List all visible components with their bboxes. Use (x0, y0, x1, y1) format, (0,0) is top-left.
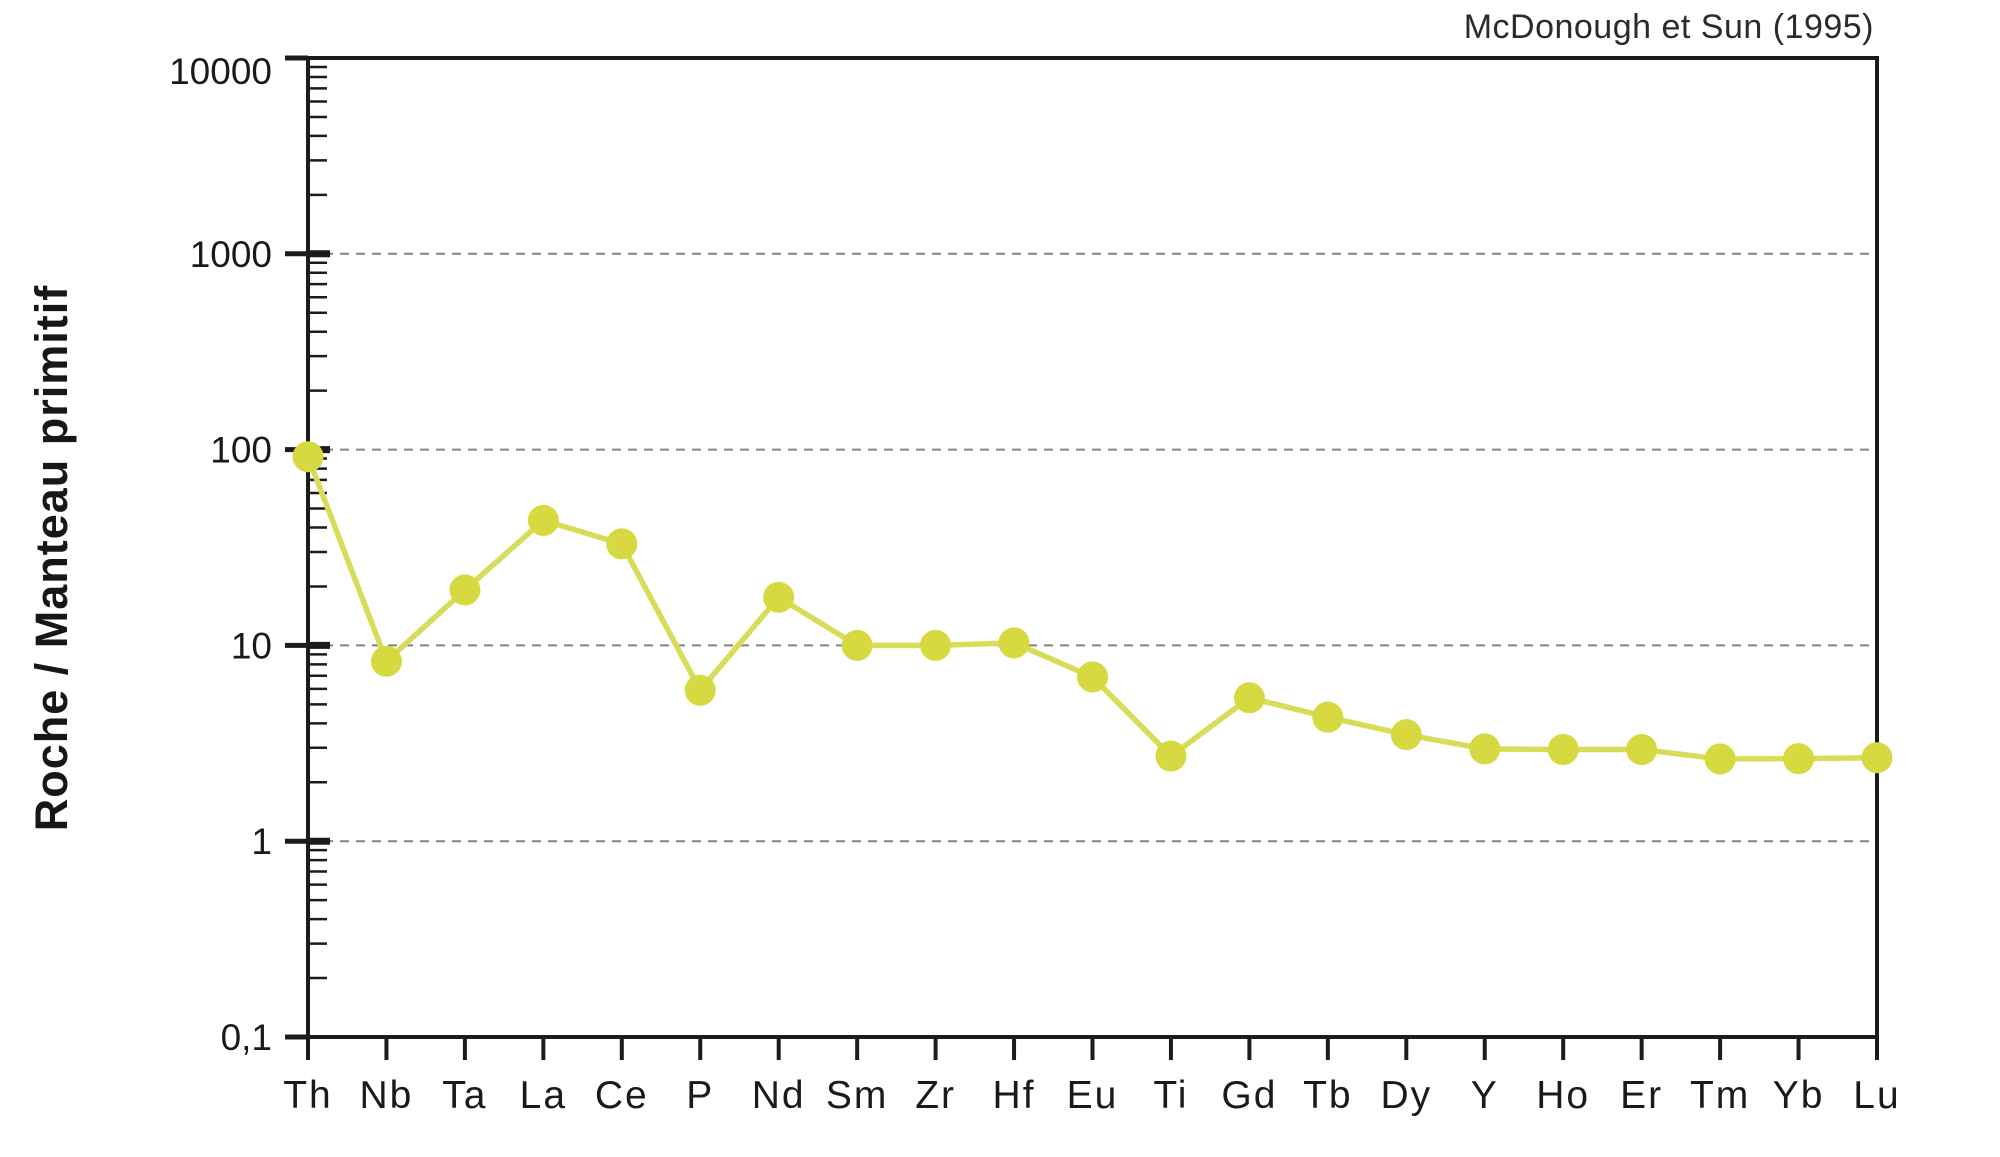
x-tick-label: Gd (1221, 1074, 1277, 1117)
x-tick-label: Th (283, 1074, 333, 1117)
x-tick-label: La (520, 1074, 567, 1117)
y-tick-label: 1 (251, 821, 272, 862)
data-point-Nd (763, 581, 795, 613)
y-tick-label: 10 (231, 625, 272, 666)
data-point-Er (1626, 733, 1658, 765)
x-tick-label: Ho (1536, 1074, 1590, 1117)
x-tick-label: Nd (752, 1074, 806, 1117)
data-point-Eu (1077, 661, 1108, 693)
x-tick-label: Tb (1303, 1074, 1353, 1117)
data-point-Th (292, 441, 324, 473)
x-tick-label: Dy (1380, 1074, 1432, 1117)
series-line (305, 455, 1878, 762)
data-point-P (684, 674, 716, 706)
x-tick-label: Tm (1690, 1074, 1750, 1117)
y-tick-label: 1000 (190, 234, 272, 275)
data-point-Y (1469, 733, 1501, 765)
data-point-Zr (920, 629, 952, 661)
plot-frame (306, 56, 1879, 1039)
x-tick-label: Lu (1853, 1074, 1900, 1117)
x-tick-label: Ta (442, 1074, 487, 1117)
x-tick-label: Ce (595, 1074, 649, 1117)
data-point-Sm (841, 629, 873, 661)
chart-attribution: McDonough et Sun (1995) (1463, 8, 1874, 46)
x-tick-label: Nb (360, 1074, 414, 1117)
data-point-Tb (1312, 701, 1344, 733)
x-tick-label: Hf (993, 1074, 1036, 1117)
y-tick-label: 100 (210, 430, 272, 471)
data-point-Lu (1861, 742, 1893, 774)
data-point-Tm (1704, 743, 1736, 775)
x-tick-label: Y (1471, 1074, 1499, 1117)
x-tick-label: Sm (826, 1074, 889, 1117)
data-point-Ho (1547, 733, 1579, 765)
x-tick-label: Zr (915, 1074, 956, 1117)
data-point-Hf (998, 627, 1030, 659)
x-tick-label: Yb (1773, 1074, 1825, 1117)
data-point-Yb (1783, 743, 1815, 775)
x-tick-label: Er (1620, 1074, 1663, 1117)
x-tick-label: Eu (1067, 1074, 1119, 1117)
y-tick-label: 10000 (169, 51, 272, 92)
y-tick-label: 0,1 (221, 1017, 272, 1058)
data-point-Ti (1155, 740, 1187, 772)
data-point-Ta (449, 574, 481, 606)
y-axis-title: Roche / Manteau primitif (26, 284, 77, 832)
data-point-La (527, 504, 559, 536)
data-point-Dy (1390, 719, 1422, 751)
data-point-Nb (370, 645, 402, 677)
data-point-Ce (606, 528, 638, 560)
x-tick-label: Ti (1153, 1074, 1188, 1117)
x-tick-label: P (686, 1074, 714, 1117)
data-point-Gd (1233, 682, 1265, 714)
